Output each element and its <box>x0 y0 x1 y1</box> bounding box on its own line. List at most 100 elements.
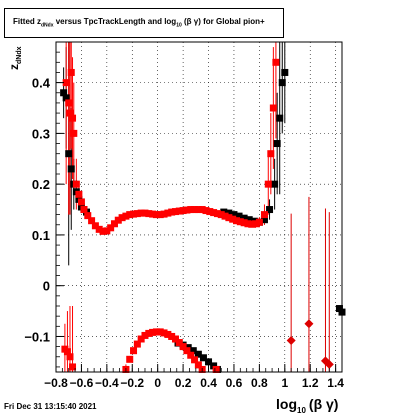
data-point <box>202 207 210 215</box>
y-tick-label: 0.3 <box>32 126 50 141</box>
data-point <box>187 206 195 214</box>
x-tick-label: −0.2 <box>120 376 144 390</box>
x-tick-label: 1.4 <box>327 376 344 390</box>
data-point <box>66 109 74 117</box>
data-point <box>248 220 256 228</box>
data-point <box>126 211 134 219</box>
data-point <box>149 328 157 336</box>
data-point <box>118 214 126 222</box>
data-point <box>164 209 172 217</box>
data-point <box>152 328 160 336</box>
data-point <box>217 211 225 219</box>
plot-frame <box>55 41 343 373</box>
data-point <box>126 355 134 363</box>
data-point <box>145 210 153 218</box>
x-axis-label: log10 (β γ) <box>276 396 338 414</box>
data-point <box>194 361 202 369</box>
data-point <box>205 358 213 366</box>
data-point <box>141 209 149 217</box>
data-point <box>175 339 183 347</box>
data-point <box>62 79 70 87</box>
x-tick-label: 0.8 <box>251 376 268 390</box>
data-point <box>273 140 281 148</box>
data-point <box>271 180 279 188</box>
x-tick-label: 0.2 <box>175 376 192 390</box>
data-point <box>183 347 191 355</box>
data-point <box>235 212 243 220</box>
data-point <box>122 212 130 220</box>
data-point <box>107 224 115 232</box>
data-point <box>276 114 284 122</box>
data-point <box>103 227 111 235</box>
data-point <box>269 104 277 112</box>
chart-title-box: Fitted zdNdx versus TpcTrackLength and l… <box>4 8 284 38</box>
data-point <box>75 190 83 198</box>
y-tick-label: 0.1 <box>32 228 50 243</box>
data-point <box>266 206 274 214</box>
data-point <box>60 89 68 97</box>
data-point <box>264 180 272 188</box>
data-point <box>225 214 233 222</box>
data-point <box>156 211 164 219</box>
data-point <box>267 150 275 158</box>
chart-title: Fitted zdNdx versus TpcTrackLength and l… <box>13 17 265 29</box>
data-point <box>286 336 296 346</box>
data-point <box>199 354 207 362</box>
data-point <box>160 329 168 337</box>
data-point <box>229 215 237 223</box>
data-point <box>335 305 343 313</box>
data-point <box>240 214 248 222</box>
data-point <box>137 209 145 217</box>
data-point <box>206 208 214 216</box>
data-point <box>260 216 268 224</box>
data-point <box>191 356 199 364</box>
data-point <box>69 363 77 371</box>
y-axis-label: zdNdx <box>7 46 23 70</box>
x-tick-label: 0.6 <box>226 376 243 390</box>
data-point <box>183 206 191 214</box>
data-point <box>160 210 168 218</box>
x-tick-label: 0.4 <box>200 376 217 390</box>
x-tick-label: 0 <box>154 376 161 390</box>
data-point <box>221 212 229 220</box>
data-point <box>67 165 75 173</box>
data-point <box>145 329 153 337</box>
data-point <box>65 150 73 158</box>
data-point <box>95 225 103 233</box>
data-point <box>179 343 187 351</box>
y-tick-label: 0.4 <box>32 76 51 91</box>
timestamp: Fri Dec 31 13:15:40 2021 <box>4 402 97 411</box>
data-point <box>91 222 99 230</box>
data-point <box>272 58 280 66</box>
data-point <box>70 129 78 137</box>
data-point <box>210 209 218 217</box>
data-point <box>236 218 244 226</box>
data-point <box>72 180 80 188</box>
y-tick-label: −0.1 <box>24 329 50 344</box>
data-point <box>133 340 141 348</box>
data-point <box>225 209 233 217</box>
data-point <box>141 331 149 339</box>
data-point <box>189 347 197 355</box>
data-point <box>171 335 179 343</box>
data-point <box>194 350 202 358</box>
y-tick-label: 0 <box>43 279 50 294</box>
data-point <box>304 319 314 329</box>
data-point <box>66 353 74 361</box>
data-markers <box>60 58 346 373</box>
data-point <box>281 68 289 76</box>
data-point <box>62 94 70 102</box>
data-point <box>187 351 195 359</box>
data-point <box>191 206 199 214</box>
data-point <box>99 227 107 235</box>
data-point <box>179 207 187 215</box>
data-point <box>252 220 260 228</box>
data-point <box>77 198 85 206</box>
data-point <box>324 359 334 369</box>
data-point <box>80 206 88 214</box>
data-point <box>65 99 73 107</box>
data-point <box>69 114 77 122</box>
data-point <box>171 208 179 216</box>
x-tick-label: 1.2 <box>302 376 319 390</box>
